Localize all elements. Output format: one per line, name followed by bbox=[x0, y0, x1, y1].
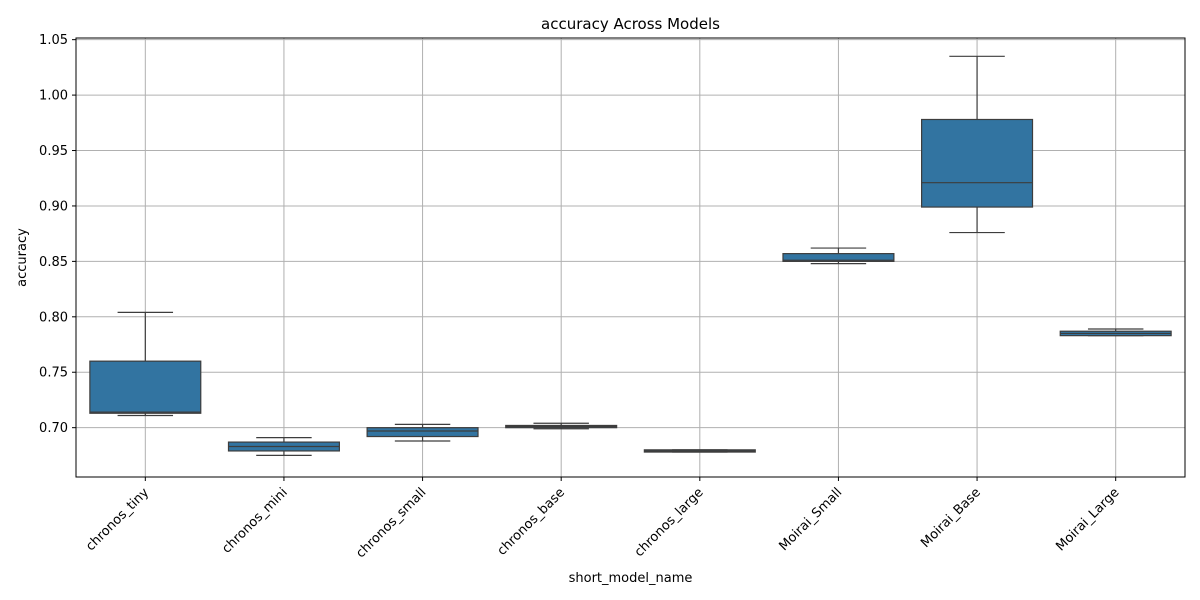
x-axis-label: short_model_name bbox=[569, 571, 693, 586]
y-tick-label: 0.90 bbox=[39, 199, 68, 214]
y-tick-label: 1.00 bbox=[39, 89, 68, 104]
box-chronos_mini bbox=[227, 437, 340, 456]
y-tick-label: 0.85 bbox=[39, 255, 68, 270]
tick-layer: 0.70 0.75 0.80 0.85 0.90 0.95 1.00 1.05 chronos_… bbox=[39, 33, 1122, 561]
box-chronos_tiny bbox=[89, 311, 202, 417]
box-Moirai_Small bbox=[782, 247, 895, 265]
x-tick-label: chronos_tiny bbox=[83, 485, 152, 554]
x-tick-label: chronos_small bbox=[353, 485, 429, 561]
plot-frame bbox=[75, 37, 1186, 478]
y-tick-label: 1.05 bbox=[39, 33, 68, 48]
y-tick-label: 0.95 bbox=[39, 144, 68, 159]
box-chronos_small bbox=[366, 423, 479, 442]
iqr-box bbox=[89, 360, 202, 414]
x-tick-label: Moirai_Large bbox=[1053, 485, 1122, 554]
x-tick-label: Moirai_Small bbox=[776, 485, 845, 554]
y-axis-label: accuracy bbox=[15, 228, 30, 287]
iqr-box bbox=[921, 118, 1034, 208]
box-Moirai_Base bbox=[921, 55, 1034, 234]
x-tick-label: Moirai_Base bbox=[918, 485, 984, 551]
box-chronos_base bbox=[505, 422, 618, 430]
y-tick-label: 0.75 bbox=[39, 366, 68, 381]
grid-layer bbox=[76, 38, 1185, 477]
iqr-box bbox=[366, 427, 479, 438]
y-tick-label: 0.70 bbox=[39, 421, 68, 436]
y-tick-label: 0.80 bbox=[39, 310, 68, 325]
chart-title: accuracy Across Models bbox=[541, 15, 720, 33]
iqr-box bbox=[782, 253, 895, 262]
x-tick-label: chronos_base bbox=[495, 485, 568, 558]
box-chronos_large bbox=[643, 449, 756, 453]
x-tick-label: chronos_large bbox=[632, 485, 707, 560]
box-layer bbox=[89, 55, 1172, 456]
x-tick-label: chronos_mini bbox=[219, 485, 290, 556]
box-Moirai_Large bbox=[1059, 328, 1172, 337]
